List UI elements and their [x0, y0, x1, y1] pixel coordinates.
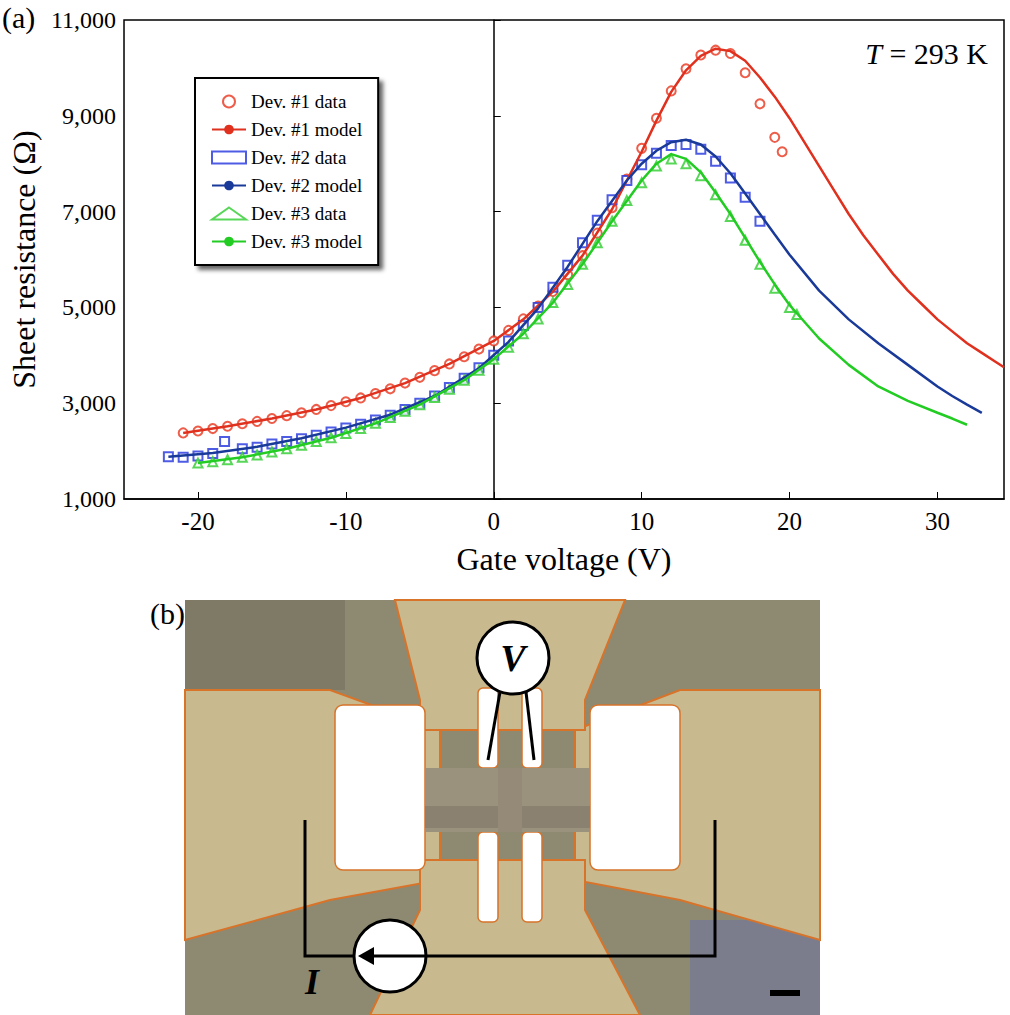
- svg-text:20: 20: [777, 508, 802, 535]
- svg-text:1,000: 1,000: [62, 486, 116, 512]
- svg-text:7,000: 7,000: [62, 199, 116, 225]
- svg-text:Dev. #3 data: Dev. #3 data: [251, 203, 347, 224]
- svg-text:Dev. #1 data: Dev. #1 data: [251, 91, 347, 112]
- svg-text:= 293 K: = 293 K: [882, 37, 988, 70]
- svg-text:10: 10: [629, 508, 654, 535]
- svg-text:3,000: 3,000: [62, 390, 116, 416]
- svg-text:Dev. #1 model: Dev. #1 model: [251, 119, 362, 140]
- svg-text:0: 0: [488, 508, 501, 535]
- svg-text:11,000: 11,000: [51, 7, 116, 33]
- svg-text:5,000: 5,000: [62, 294, 116, 320]
- svg-text:Dev. #3 model: Dev. #3 model: [251, 231, 362, 252]
- svg-text:Dev. #2 model: Dev. #2 model: [251, 175, 362, 196]
- svg-text:30: 30: [925, 508, 950, 535]
- svg-text:T: T: [865, 36, 882, 70]
- svg-text:-10: -10: [329, 508, 362, 535]
- svg-text:I: I: [304, 962, 321, 1002]
- svg-text:V: V: [500, 637, 528, 679]
- svg-text:Dev. #2 data: Dev. #2 data: [251, 147, 347, 168]
- svg-text:Gate voltage (V): Gate voltage (V): [456, 541, 671, 577]
- svg-text:Sheet resistance (Ω): Sheet resistance (Ω): [6, 130, 42, 388]
- svg-text:(a): (a): [2, 1, 35, 35]
- svg-text:9,000: 9,000: [62, 103, 116, 129]
- svg-text:(b): (b): [150, 597, 185, 631]
- svg-text:-20: -20: [181, 508, 214, 535]
